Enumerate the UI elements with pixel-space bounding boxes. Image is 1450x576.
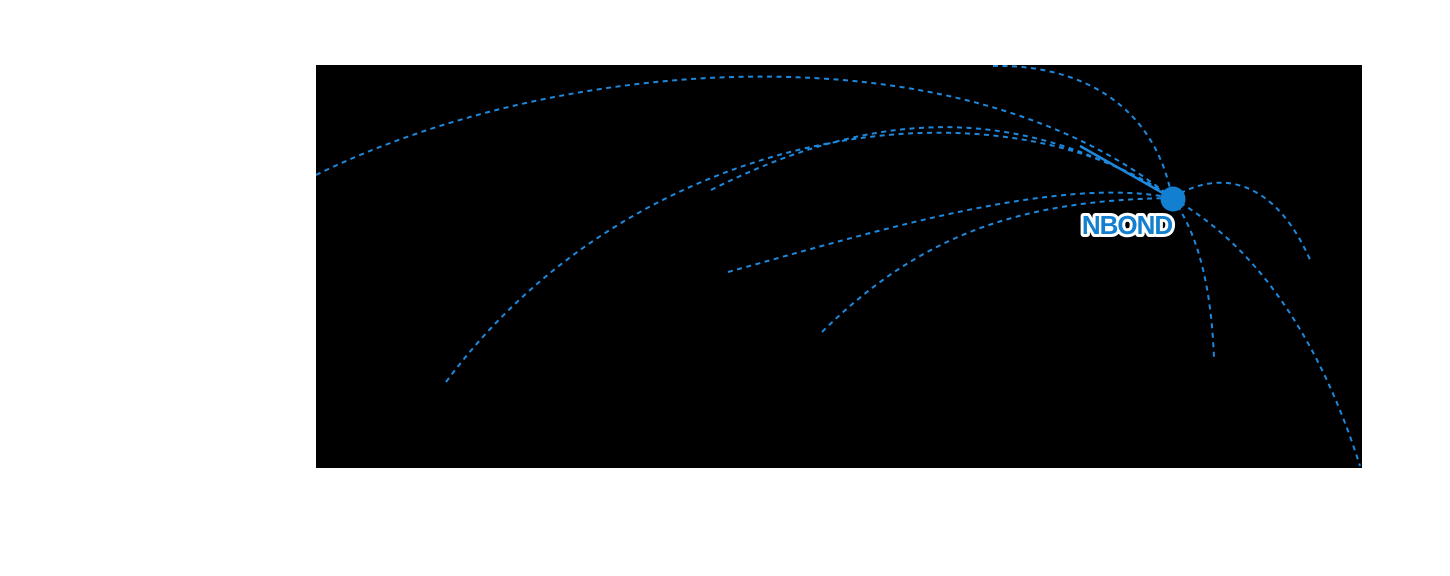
edge-group: [316, 65, 1361, 467]
graph-canvas[interactable]: [316, 65, 1362, 468]
edge-top-steep[interactable]: [992, 65, 1173, 199]
node-label-nbond[interactable]: NBOND: [1079, 207, 1177, 243]
edge-down-mid[interactable]: [1171, 197, 1215, 361]
edge-left-long[interactable]: [316, 75, 1173, 199]
edge-lower-left[interactable]: [445, 131, 1173, 383]
edge-right-arc[interactable]: [1171, 181, 1312, 263]
edge-mid-upper[interactable]: [710, 126, 1173, 199]
edge-mid-lower[interactable]: [821, 197, 1173, 333]
edge-mid-center[interactable]: [727, 191, 1173, 273]
edge-overlap-segment: [1079, 144, 1169, 198]
edge-down-right[interactable]: [1171, 197, 1361, 467]
node-nbond[interactable]: [1160, 186, 1186, 212]
